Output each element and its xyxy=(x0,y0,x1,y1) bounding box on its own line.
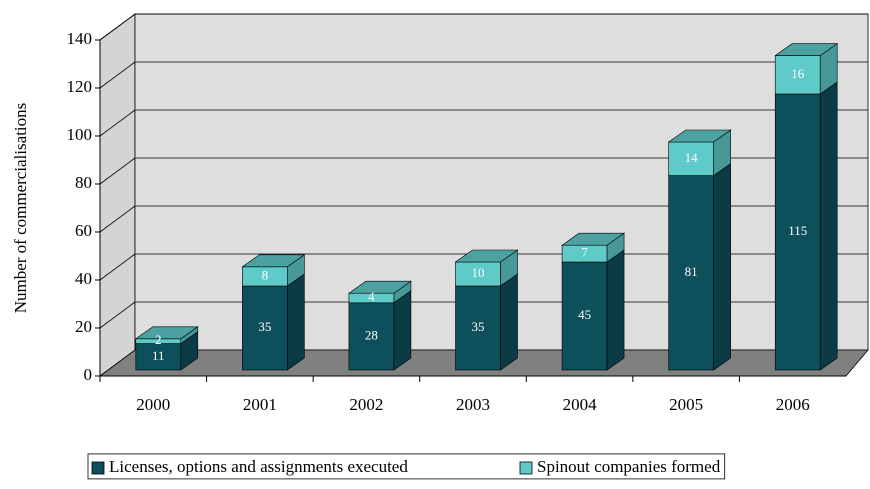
bar-front xyxy=(455,261,501,287)
bar-segment xyxy=(242,273,305,371)
value-label: 28 xyxy=(365,327,378,342)
bar-segment xyxy=(241,254,306,287)
y-axis-label: Number of commercialisations xyxy=(11,103,30,314)
x-tick-label: 2001 xyxy=(243,395,277,414)
side-wall xyxy=(99,13,136,377)
bar-front xyxy=(242,285,288,371)
value-label: 2 xyxy=(155,332,162,347)
legend-swatch xyxy=(519,461,533,475)
bar-side xyxy=(606,249,625,371)
value-label: 16 xyxy=(791,66,805,81)
bar-front xyxy=(561,261,608,371)
bar-top xyxy=(774,43,839,56)
bar-front xyxy=(668,175,714,371)
bar-side xyxy=(713,163,731,371)
bar-top xyxy=(241,254,306,268)
value-label: 45 xyxy=(578,307,591,322)
bar-segment xyxy=(347,280,412,304)
x-tick-label: 2004 xyxy=(563,395,598,414)
grid-line xyxy=(99,61,136,89)
y-tick-label: 80 xyxy=(75,173,92,192)
value-label: 11 xyxy=(152,348,165,363)
x-tick-label: 2005 xyxy=(669,395,703,414)
bar-front xyxy=(348,302,395,371)
value-label: 115 xyxy=(788,223,807,238)
bar-top xyxy=(454,249,519,263)
x-tick-label: 2000 xyxy=(136,395,170,414)
bar-side xyxy=(500,273,518,371)
legend-label: Licenses, options and assignments execut… xyxy=(109,457,408,476)
value-label: 8 xyxy=(262,267,269,282)
legend: Licenses, options and assignments execut… xyxy=(91,457,721,476)
bar-segment xyxy=(668,163,731,371)
grid-line xyxy=(99,253,136,281)
value-label: 4 xyxy=(368,289,375,304)
value-label: 7 xyxy=(581,245,588,260)
bar-segment xyxy=(134,326,199,345)
bar-front xyxy=(774,55,821,95)
y-tick-label: 120 xyxy=(67,77,93,96)
value-label: 35 xyxy=(472,319,485,334)
value-label: 14 xyxy=(685,150,699,165)
grid-line xyxy=(99,205,136,233)
grid-line xyxy=(99,301,136,329)
y-tick-label: 20 xyxy=(75,317,92,336)
bar-front xyxy=(455,285,501,371)
bar-segment xyxy=(774,43,839,95)
value-label: 81 xyxy=(685,264,698,279)
grid-line xyxy=(99,109,136,137)
x-tick-label: 2003 xyxy=(456,395,490,414)
bar-front xyxy=(774,93,821,371)
y-tick-label: 0 xyxy=(84,365,93,384)
bar-top xyxy=(561,232,626,246)
bar-top xyxy=(347,280,412,294)
value-label: 35 xyxy=(258,319,271,334)
bar-top xyxy=(134,326,199,340)
value-label: 10 xyxy=(472,265,485,280)
legend-label: Spinout companies formed xyxy=(537,457,721,476)
bar-segment xyxy=(454,249,519,287)
x-tick-label: 2006 xyxy=(776,395,810,414)
y-tick-label: 140 xyxy=(67,29,93,48)
y-tick-label: 40 xyxy=(75,269,92,288)
bar-segment xyxy=(348,290,412,371)
bar-top xyxy=(667,129,732,143)
bar-side xyxy=(393,290,412,371)
x-tick-label: 2002 xyxy=(349,395,383,414)
bar-front xyxy=(135,343,182,371)
bar-side xyxy=(819,81,838,371)
bar-segment xyxy=(455,273,518,371)
legend-box xyxy=(87,453,726,480)
y-tick-label: 60 xyxy=(75,221,92,240)
grid-line xyxy=(99,157,136,185)
bar-side xyxy=(287,273,305,371)
bar-segment xyxy=(561,232,626,263)
grid-line xyxy=(99,13,136,41)
y-tick-label: 100 xyxy=(67,125,93,144)
bar-segment xyxy=(561,249,625,371)
bar-segment xyxy=(135,331,199,371)
legend-swatch xyxy=(91,461,105,475)
bar-segment xyxy=(667,129,732,177)
bar-segment xyxy=(774,81,838,371)
